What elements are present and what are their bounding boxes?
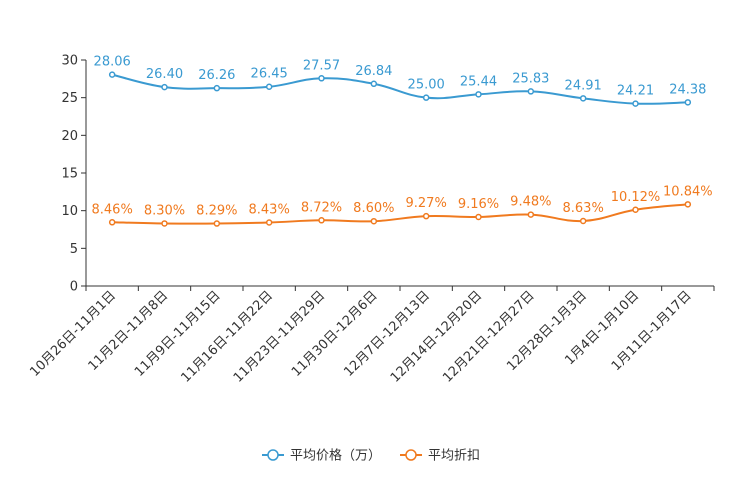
data-label: 9.16% — [458, 197, 499, 212]
series-line-2 — [112, 203, 688, 225]
data-label: 8.43% — [249, 202, 290, 217]
data-label: 26.40 — [146, 67, 183, 82]
data-point[interactable] — [161, 220, 168, 227]
data-label: 24.91 — [565, 78, 602, 93]
x-tick-label: 12月14日-12月20日 — [388, 288, 485, 385]
data-label: 10.12% — [611, 190, 661, 205]
data-point[interactable] — [579, 95, 587, 102]
data-point[interactable] — [265, 219, 273, 226]
data-point[interactable] — [213, 84, 221, 92]
data-label: 8.46% — [92, 202, 133, 217]
legend-label: 平均价格（万） — [290, 448, 381, 464]
y-tick-label: 30 — [61, 54, 78, 69]
legend-label: 平均折扣 — [428, 449, 480, 464]
data-label: 10.84% — [663, 184, 713, 199]
data-label: 9.27% — [406, 196, 447, 211]
series-layer — [108, 71, 692, 227]
data-point[interactable] — [684, 201, 692, 208]
y-tick-label: 0 — [70, 280, 78, 295]
data-point[interactable] — [632, 100, 639, 107]
legend-marker-icon — [405, 449, 417, 461]
y-tick-label: 25 — [61, 91, 78, 106]
data-label: 26.26 — [198, 68, 235, 83]
chart-legend[interactable]: 平均价格（万） 平均折扣 — [262, 448, 480, 464]
legend-item-2[interactable]: 平均折扣 — [400, 449, 480, 464]
data-label: 24.38 — [669, 82, 706, 97]
data-point[interactable] — [213, 220, 221, 227]
data-point[interactable] — [422, 94, 430, 101]
data-point[interactable] — [684, 99, 692, 106]
x-tick-label: 11月23日-11月29日 — [231, 288, 328, 385]
data-label: 28.06 — [94, 55, 131, 70]
data-point[interactable] — [527, 211, 535, 218]
data-point[interactable] — [161, 83, 168, 91]
data-point[interactable] — [632, 206, 639, 214]
data-point[interactable] — [422, 212, 430, 220]
data-label: 25.44 — [460, 74, 497, 89]
x-tick-label: 11月16日-11月22日 — [179, 288, 276, 385]
chart-axes: 05101520253010月26日-11月1日11月2日-11月8日11月9日… — [27, 54, 715, 386]
data-point[interactable] — [475, 213, 482, 221]
data-label: 24.21 — [617, 84, 654, 99]
y-tick-label: 10 — [61, 204, 78, 219]
data-label: 26.45 — [251, 67, 288, 82]
data-labels-layer: 28.06 26.40 26.26 26.45 27.57 26.84 25.00 25.44… — [92, 55, 713, 219]
legend-item-1[interactable]: 平均价格（万） — [262, 448, 381, 464]
data-label: 25.83 — [512, 71, 549, 86]
data-label: 8.63% — [563, 201, 604, 216]
data-label: 8.72% — [301, 200, 342, 215]
data-point[interactable] — [318, 75, 325, 82]
data-label: 8.29% — [196, 204, 237, 219]
x-tick-label: 12月21日-12月27日 — [440, 288, 537, 385]
data-point[interactable] — [108, 219, 116, 226]
data-point[interactable] — [579, 217, 587, 225]
y-tick-label: 20 — [61, 129, 78, 144]
data-label: 27.57 — [303, 58, 340, 73]
x-tick-label: 10月26日-11月1日 — [27, 288, 119, 380]
data-label: 8.60% — [353, 201, 394, 216]
data-point[interactable] — [370, 80, 378, 88]
y-tick-label: 15 — [61, 167, 78, 182]
series-line-1 — [111, 73, 688, 105]
legend-marker-icon — [267, 449, 279, 461]
data-point[interactable] — [475, 91, 482, 98]
data-point[interactable] — [265, 83, 273, 90]
data-point[interactable] — [370, 217, 378, 225]
data-point[interactable] — [527, 88, 535, 95]
data-label: 26.84 — [355, 64, 392, 79]
data-point[interactable] — [108, 71, 116, 78]
data-point[interactable] — [318, 217, 325, 224]
y-tick-label: 5 — [70, 242, 78, 257]
data-label: 9.48% — [510, 195, 551, 210]
data-label: 25.00 — [408, 78, 445, 93]
data-label: 8.30% — [144, 203, 185, 218]
